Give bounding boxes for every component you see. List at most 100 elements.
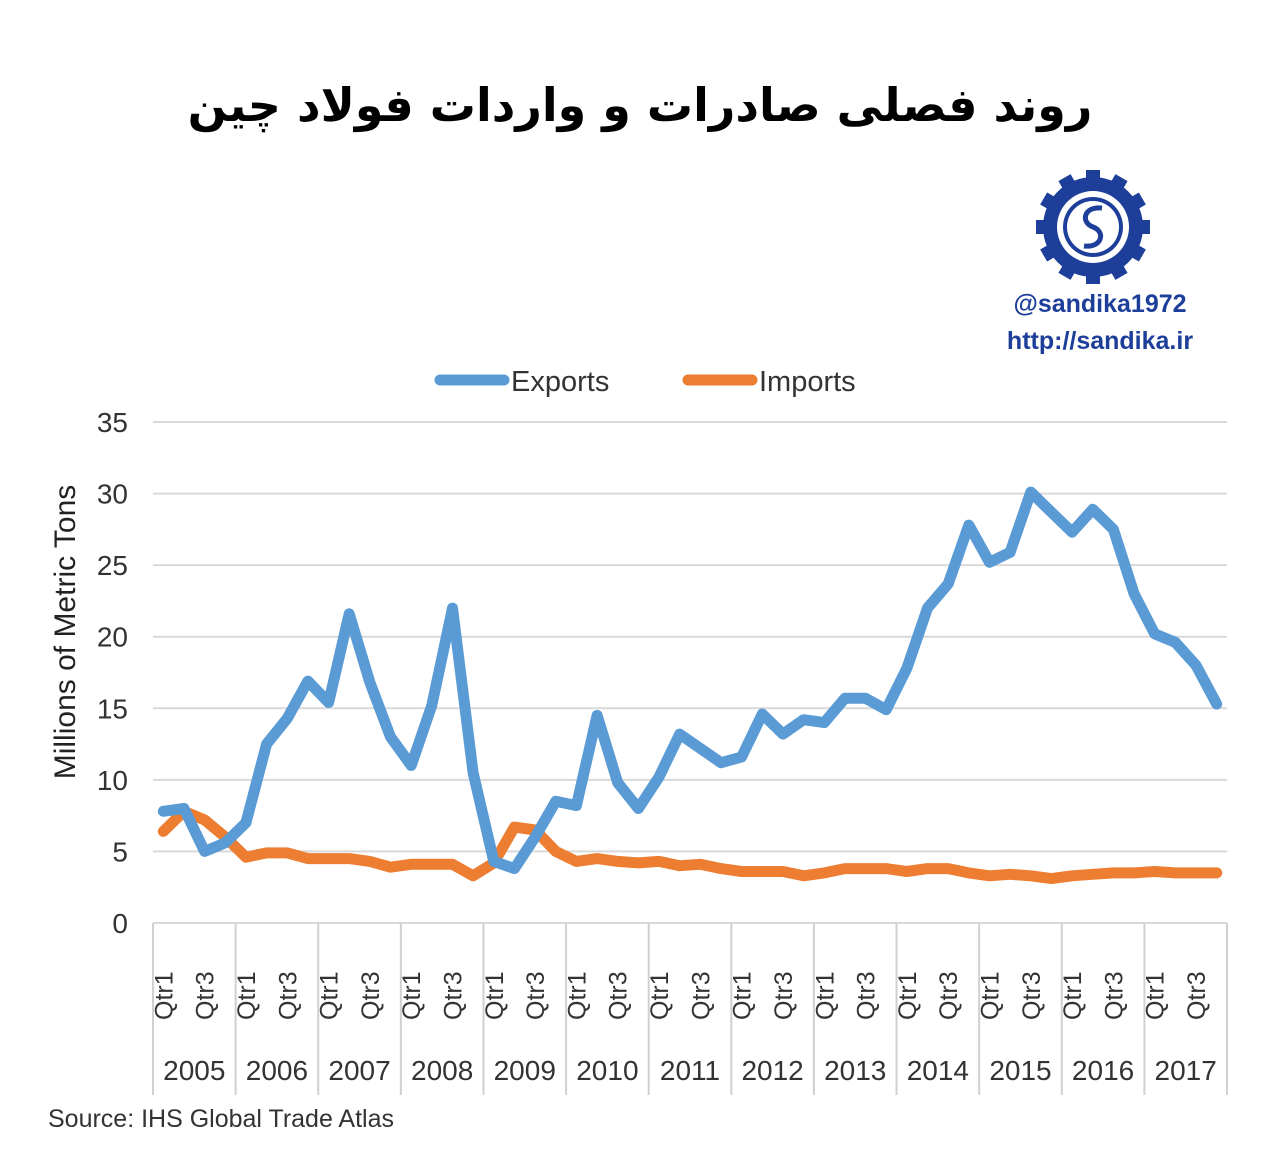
data-point-exports [451, 607, 453, 609]
data-point-exports [204, 850, 206, 852]
data-point-exports [266, 743, 268, 745]
data-point-imports [803, 875, 805, 877]
data-point-imports [637, 862, 639, 864]
data-point-exports [555, 800, 557, 802]
x-quarter-label: Qtr3 [770, 971, 798, 1020]
data-point-imports [513, 826, 515, 828]
data-point-exports [162, 810, 164, 812]
y-tick-label: 25 [97, 550, 128, 581]
legend-label-imports: Imports [759, 366, 856, 398]
data-point-exports [1195, 664, 1197, 666]
data-point-imports [1009, 873, 1011, 875]
x-year-label: 2014 [907, 1055, 969, 1086]
data-point-exports [1174, 641, 1176, 643]
data-point-imports [679, 865, 681, 867]
data-point-imports [1050, 878, 1052, 880]
data-point-exports [1112, 528, 1114, 530]
x-quarter-label: Qtr3 [687, 971, 715, 1020]
y-tick-label: 5 [112, 836, 128, 867]
data-point-exports [472, 772, 474, 774]
data-point-imports [1112, 872, 1114, 874]
x-quarter-label: Qtr1 [1142, 971, 1170, 1020]
data-point-exports [782, 733, 784, 735]
data-point-imports [307, 858, 309, 860]
data-point-exports [927, 607, 929, 609]
data-point-imports [575, 860, 577, 862]
data-point-exports [741, 756, 743, 758]
brand-handle: @sandika1972 [1013, 290, 1187, 318]
data-point-imports [348, 858, 350, 860]
data-point-exports [431, 704, 433, 706]
x-quarter-label: Qtr3 [605, 971, 633, 1020]
data-point-imports [1154, 870, 1156, 872]
data-point-imports [844, 868, 846, 870]
x-year-label: 2016 [1072, 1055, 1134, 1086]
data-point-exports [720, 762, 722, 764]
data-point-imports [390, 866, 392, 868]
x-year-label: 2009 [494, 1055, 556, 1086]
x-year-label: 2006 [246, 1055, 308, 1086]
data-point-imports [885, 868, 887, 870]
data-point-imports [431, 863, 433, 865]
x-quarter-label: Qtr3 [853, 971, 881, 1020]
y-tick-label: 0 [112, 908, 128, 939]
x-quarter-label: Qtr1 [811, 971, 839, 1020]
data-point-exports [286, 717, 288, 719]
x-quarter-label: Qtr1 [729, 971, 757, 1020]
sandika-logo [1036, 170, 1150, 284]
data-point-exports [1071, 531, 1073, 533]
x-quarter-label: Qtr3 [274, 971, 302, 1020]
data-point-exports [803, 719, 805, 721]
data-point-imports [906, 870, 908, 872]
data-point-imports [1071, 875, 1073, 877]
source-note: Source: IHS Global Trade Atlas [48, 1105, 394, 1133]
data-point-exports [596, 714, 598, 716]
data-point-exports [1133, 593, 1135, 595]
data-point-imports [204, 819, 206, 821]
data-point-imports [1133, 872, 1135, 874]
data-point-exports [224, 842, 226, 844]
data-point-imports [451, 863, 453, 865]
data-point-exports [493, 860, 495, 862]
data-point-exports [183, 807, 185, 809]
data-point-imports [761, 870, 763, 872]
x-quarter-label: Qtr1 [563, 971, 591, 1020]
data-point-exports [307, 680, 309, 682]
x-quarter-label: Qtr1 [316, 971, 344, 1020]
x-year-label: 2015 [989, 1055, 1051, 1086]
data-point-imports [699, 863, 701, 865]
data-point-exports [637, 807, 639, 809]
data-point-imports [658, 860, 660, 862]
data-point-exports [844, 697, 846, 699]
legend-label-exports: Exports [511, 366, 609, 398]
data-point-imports [1174, 872, 1176, 874]
data-point-imports [266, 852, 268, 854]
data-point-exports [513, 868, 515, 870]
data-point-imports [927, 868, 929, 870]
brand-url[interactable]: http://sandika.ir [1006, 327, 1194, 355]
y-tick-label: 35 [97, 407, 128, 438]
data-point-imports [782, 870, 784, 872]
x-year-label: 2013 [824, 1055, 886, 1086]
x-quarter-label: Qtr3 [522, 971, 550, 1020]
data-point-exports [658, 776, 660, 778]
data-point-imports [947, 868, 949, 870]
y-tick-label: 20 [97, 622, 128, 653]
data-point-imports [328, 858, 330, 860]
x-quarter-label: Qtr1 [233, 971, 261, 1020]
data-point-exports [761, 713, 763, 715]
data-point-imports [1216, 872, 1218, 874]
data-point-exports [1216, 703, 1218, 705]
data-point-imports [823, 872, 825, 874]
data-point-imports [1030, 875, 1032, 877]
x-year-label: 2012 [741, 1055, 803, 1086]
data-point-exports [390, 736, 392, 738]
data-point-imports [968, 872, 970, 874]
data-point-exports [1092, 508, 1094, 510]
data-point-imports [245, 856, 247, 858]
data-point-exports [1030, 491, 1032, 493]
y-tick-label: 10 [97, 765, 128, 796]
data-point-exports [699, 747, 701, 749]
x-quarter-label: Qtr3 [935, 971, 963, 1020]
